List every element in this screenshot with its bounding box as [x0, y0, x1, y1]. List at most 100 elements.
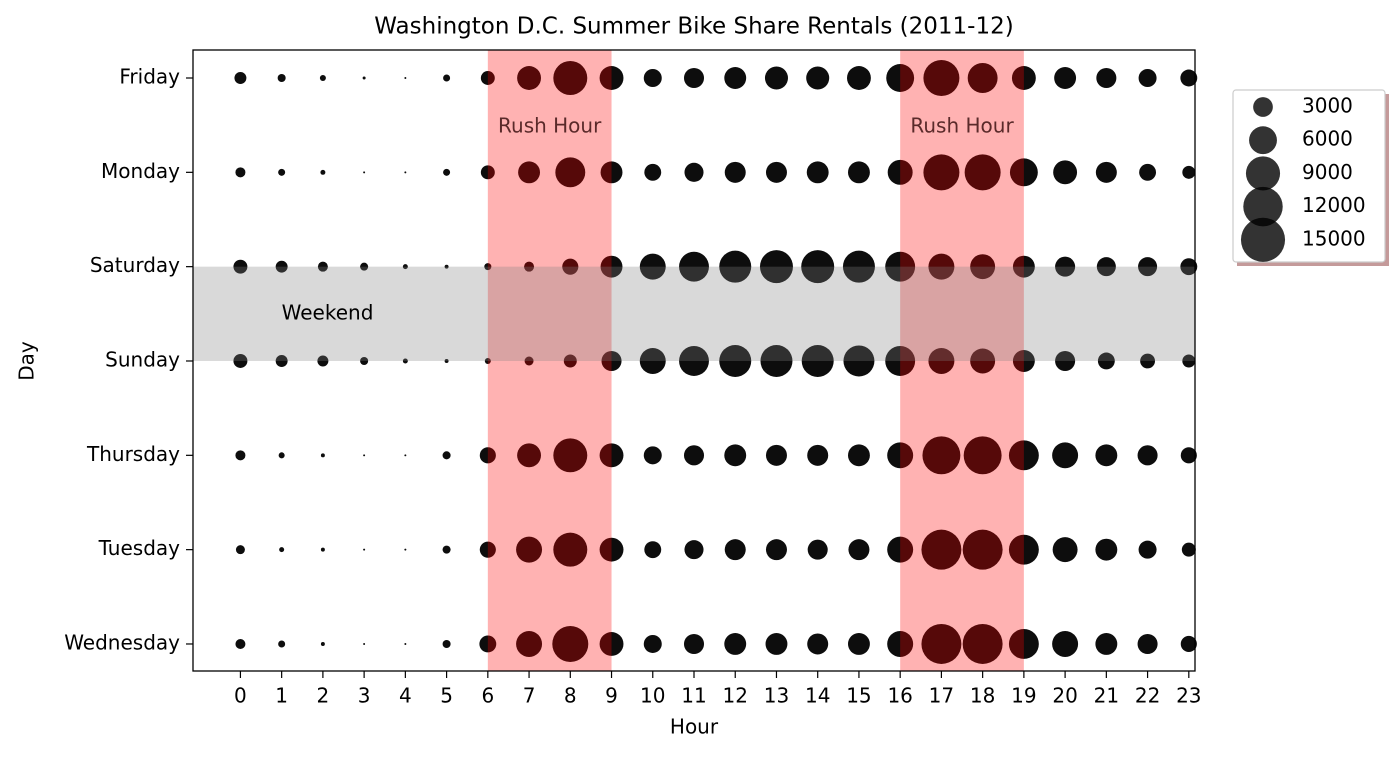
bubble [363, 548, 366, 551]
bubble [639, 253, 666, 280]
bubble [275, 260, 288, 273]
bubble [887, 442, 914, 469]
bubble [1138, 540, 1157, 559]
bubble [847, 161, 870, 184]
bubble [1180, 447, 1197, 464]
bubble [553, 61, 588, 95]
bubble [1055, 350, 1076, 372]
bubble [1052, 631, 1079, 657]
bubble [404, 77, 407, 79]
x-tick-label: 4 [399, 684, 412, 708]
bubble [517, 443, 542, 468]
legend-label: 9000 [1302, 160, 1353, 184]
x-tick-label: 18 [970, 684, 995, 708]
bubble [962, 529, 1003, 570]
bubble [1008, 534, 1039, 565]
y-tick-label: Wednesday [64, 630, 180, 654]
bubble [683, 445, 705, 466]
bubble [555, 157, 586, 188]
bubble [801, 250, 835, 284]
bubble [807, 539, 828, 560]
bubble [552, 625, 589, 662]
y-tick-label: Thursday [86, 442, 180, 466]
bubble [524, 261, 535, 272]
y-tick-label: Friday [119, 65, 180, 89]
x-tick-label: 21 [1094, 684, 1119, 708]
bubble [724, 67, 747, 89]
bubble [235, 545, 245, 555]
bubble [516, 536, 543, 563]
bubble [1095, 633, 1118, 655]
bubble [562, 258, 579, 275]
legend-bubble [1240, 217, 1286, 262]
bubble [923, 60, 960, 96]
weekend-label: Weekend [282, 300, 374, 324]
bubble [644, 163, 662, 181]
bubble [765, 444, 787, 466]
x-tick-label: 22 [1135, 684, 1160, 708]
bubble [1012, 255, 1035, 278]
bubble [317, 355, 329, 367]
bubble [233, 259, 248, 274]
rush-hour-span [487, 50, 612, 671]
bubble [362, 76, 366, 80]
bubble [679, 251, 709, 282]
legend-bubble [1253, 97, 1273, 117]
bubble [1096, 257, 1116, 277]
bubble [599, 443, 624, 468]
bubble [806, 66, 830, 90]
bubble [1095, 161, 1117, 183]
x-tick-label: 20 [1052, 684, 1077, 708]
bubble [807, 444, 829, 466]
bubble [278, 640, 286, 648]
bubble [683, 633, 705, 655]
bubble [404, 642, 407, 645]
y-tick-label: Tuesday [98, 536, 181, 560]
bubble [842, 250, 875, 283]
bubble [807, 633, 829, 655]
bubble [1180, 258, 1198, 276]
bubble [524, 356, 534, 366]
bubble [843, 345, 875, 377]
bubble [643, 69, 662, 87]
bubble [964, 154, 1001, 191]
bubble [404, 171, 407, 174]
bubble [847, 633, 870, 655]
bubble [1137, 445, 1158, 466]
weekend-band [193, 266, 1195, 361]
legend-bubble [1245, 156, 1281, 191]
bubble [363, 171, 366, 174]
bubble [759, 250, 793, 284]
bubble [233, 354, 248, 368]
y-tick-label: Monday [101, 159, 180, 183]
bubble [516, 631, 543, 657]
bubble [599, 632, 624, 656]
bubble [444, 359, 449, 363]
bubble [1008, 629, 1039, 659]
bubble [320, 642, 325, 646]
x-tick-label: 3 [358, 684, 371, 708]
bubble [1182, 165, 1196, 179]
legend-bubble [1249, 126, 1277, 155]
bubble [317, 261, 328, 272]
bubble [846, 66, 871, 90]
bubble [1052, 442, 1079, 469]
x-tick-label: 11 [681, 684, 706, 708]
bubble [235, 638, 246, 649]
bubble [719, 250, 752, 283]
bubble [967, 63, 998, 93]
bubble [404, 548, 407, 551]
x-tick-label: 6 [481, 684, 494, 708]
bubble [320, 453, 325, 458]
bubble [319, 74, 326, 82]
bubble [278, 168, 286, 176]
legend-label: 6000 [1302, 127, 1353, 151]
x-tick-label: 5 [440, 684, 453, 708]
x-tick-label: 8 [564, 684, 577, 708]
x-axis-label: Hour [670, 715, 719, 739]
bubble [848, 539, 870, 561]
bubble [921, 624, 962, 664]
bubble [963, 436, 1002, 475]
legend-bubble [1243, 186, 1283, 227]
